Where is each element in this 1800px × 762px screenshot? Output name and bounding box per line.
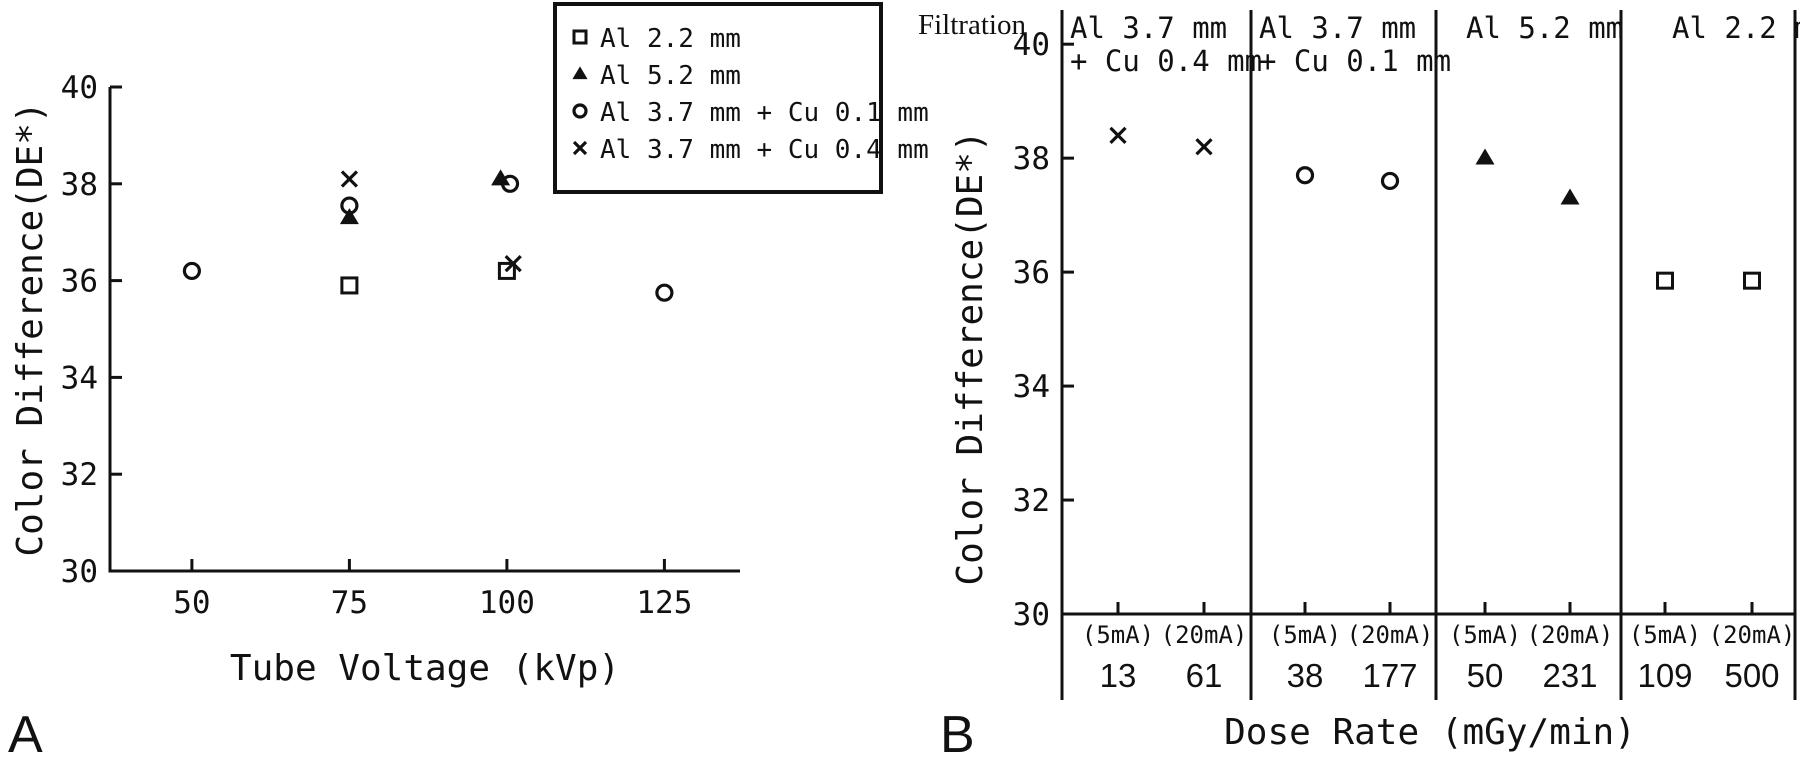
panel-b-dose-label: 13 <box>1100 657 1137 694</box>
panel-a-y-tick-label: 32 <box>61 457 98 493</box>
panel-b-y-axis-title: Color Difference(DE*) <box>950 130 991 585</box>
panel-b-group-label: Al 5.2 mm <box>1466 11 1623 45</box>
panel-b-group-label: Al 2.2 mm <box>1672 11 1800 45</box>
panel-a-y-tick-label: 30 <box>61 554 98 590</box>
panel-b-current-label: (20mA) <box>1161 621 1248 649</box>
panel-b-y-tick-label: 32 <box>1013 483 1050 519</box>
panel-b-dose-label: 177 <box>1362 657 1417 694</box>
panel-b-group-label: + Cu 0.4 mm <box>1070 44 1262 78</box>
panel-a-x-tick-label: 50 <box>173 585 210 621</box>
panel-a-y-axis-title: Color Difference(DE*) <box>10 101 51 556</box>
panel-b-current-label: (5mA) <box>1449 621 1521 649</box>
panel-a-x-axis-title: Tube Voltage (kVp) <box>230 648 620 689</box>
panel-b-dose-label: 500 <box>1724 657 1779 694</box>
panel-b-current-label: (5mA) <box>1629 621 1701 649</box>
panel-a-y-tick-label: 40 <box>61 70 98 106</box>
panel-b-current-label: (20mA) <box>1347 621 1434 649</box>
panel-a-letter: A <box>8 706 43 762</box>
panel-a-point-triangle <box>339 208 359 225</box>
panel-b-point-triangle <box>1475 148 1495 165</box>
panel-a-legend-label: Al 2.2 mm <box>600 24 741 54</box>
panel-b-point-cross <box>1109 126 1127 144</box>
panel-b-dose-label: 231 <box>1542 657 1597 694</box>
panel-a-legend-marker-triangle <box>572 66 588 80</box>
panel-b-point-cross <box>1195 138 1213 156</box>
panel-a-x-tick-label: 75 <box>331 585 368 621</box>
panel-b-y-tick-label: 30 <box>1013 597 1050 633</box>
panel-b-group-label: Al 3.7 mm <box>1070 11 1227 45</box>
panel-a-point-cross <box>340 170 359 188</box>
panel-a-point-circle <box>500 174 520 193</box>
panel-a-y-tick-label: 34 <box>61 360 98 396</box>
panel-a-legend-box <box>553 2 883 194</box>
panel-a-legend-label: Al 3.7 mm + Cu 0.4 mm <box>600 135 929 165</box>
panel-b-dose-label: 38 <box>1287 657 1324 694</box>
panel-a-point-circle <box>182 261 201 281</box>
panel-b-y-tick-label: 36 <box>1013 255 1050 291</box>
panel-a-legend-marker-cross <box>572 140 588 156</box>
panel-a-point-square <box>340 276 359 295</box>
panel-b-y-tick-label: 34 <box>1013 369 1050 405</box>
panel-b-x-axis-title: Dose Rate (mGy/min) <box>1224 712 1636 753</box>
panel-b-point-square <box>1743 271 1761 290</box>
panel-b-dose-label: 109 <box>1637 657 1692 694</box>
panel-a-x-tick-label: 125 <box>636 585 692 621</box>
panel-b-current-label: (20mA) <box>1527 621 1614 649</box>
panel-a-x-tick-label: 100 <box>479 585 535 621</box>
panel-a-point-circle <box>340 196 359 215</box>
panel-b-point-circle <box>1295 166 1315 185</box>
panel-b-group-label: + Cu 0.1 mm <box>1259 44 1451 78</box>
panel-a-scatter: 30 32 34 36 38 40 50 75 100 125 Tube Voltage (kVp)… <box>8 2 929 762</box>
panel-b-letter: B <box>940 706 975 762</box>
panel-a-legend-label: Al 3.7 mm + Cu 0.1 mm <box>600 98 929 128</box>
panel-b-point-triangle <box>1560 188 1580 205</box>
panel-a-point-triangle <box>491 169 511 186</box>
panel-b-group-label: Al 3.7 mm <box>1259 11 1416 45</box>
panel-b-point-circle <box>1380 171 1400 191</box>
panel-a-point-square <box>497 261 516 280</box>
panel-a-point-circle <box>655 283 674 302</box>
panel-b-filtration-label: Filtration <box>918 9 1026 41</box>
panel-b-current-label: (5mA) <box>1269 621 1341 649</box>
panel-a-legend-label: Al 5.2 mm <box>600 61 741 91</box>
panel-b-dose-label: 61 <box>1186 657 1223 694</box>
panel-a-y-tick-label: 38 <box>61 167 98 203</box>
panel-a-legend-marker-square <box>572 29 588 45</box>
panel-b-point-square <box>1656 271 1674 290</box>
panel-a-y-tick-label: 36 <box>61 264 98 300</box>
panel-a-legend-marker-circle <box>572 103 588 119</box>
panel-a-point-cross <box>504 255 522 273</box>
panel-b-y-tick-label: 40 <box>1013 27 1050 63</box>
panel-b-current-label: (20mA) <box>1709 621 1796 649</box>
panel-b-current-label: (5mA) <box>1082 621 1154 649</box>
panel-b-y-tick-label: 38 <box>1013 141 1050 177</box>
panel-b-dose-label: 50 <box>1467 657 1504 694</box>
